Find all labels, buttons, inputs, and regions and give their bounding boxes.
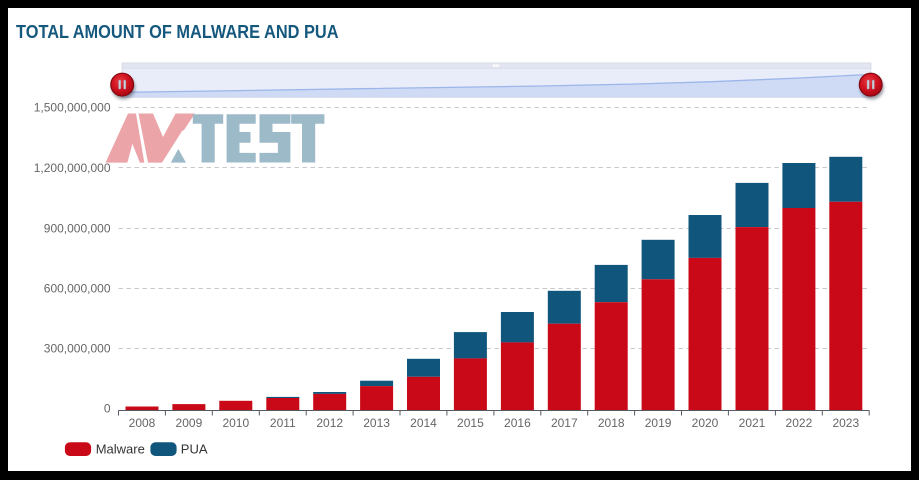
- svg-text:2017: 2017: [551, 416, 578, 430]
- svg-text:900,000,000: 900,000,000: [44, 221, 111, 235]
- svg-text:1,500,000,000: 1,500,000,000: [34, 101, 111, 115]
- svg-text:2019: 2019: [645, 416, 672, 430]
- svg-text:600,000,000: 600,000,000: [44, 282, 111, 296]
- svg-text:300,000,000: 300,000,000: [44, 342, 111, 356]
- svg-text:Malware: Malware: [96, 442, 145, 457]
- svg-text:2022: 2022: [786, 416, 813, 430]
- svg-text:1,200,000,000: 1,200,000,000: [34, 161, 111, 175]
- svg-text:2015: 2015: [457, 416, 484, 430]
- svg-text:2013: 2013: [363, 416, 390, 430]
- svg-text:2018: 2018: [598, 416, 625, 430]
- svg-text:2012: 2012: [316, 416, 343, 430]
- svg-text:2008: 2008: [129, 416, 156, 430]
- svg-text:2010: 2010: [222, 416, 249, 430]
- svg-text:2016: 2016: [504, 416, 531, 430]
- svg-text:2023: 2023: [832, 416, 859, 430]
- svg-text:2009: 2009: [176, 416, 203, 430]
- svg-text:PUA: PUA: [181, 442, 208, 457]
- svg-text:2021: 2021: [739, 416, 766, 430]
- svg-text:2020: 2020: [692, 416, 719, 430]
- svg-text:2011: 2011: [270, 416, 296, 430]
- svg-text:2014: 2014: [410, 416, 437, 430]
- svg-text:0: 0: [104, 402, 111, 416]
